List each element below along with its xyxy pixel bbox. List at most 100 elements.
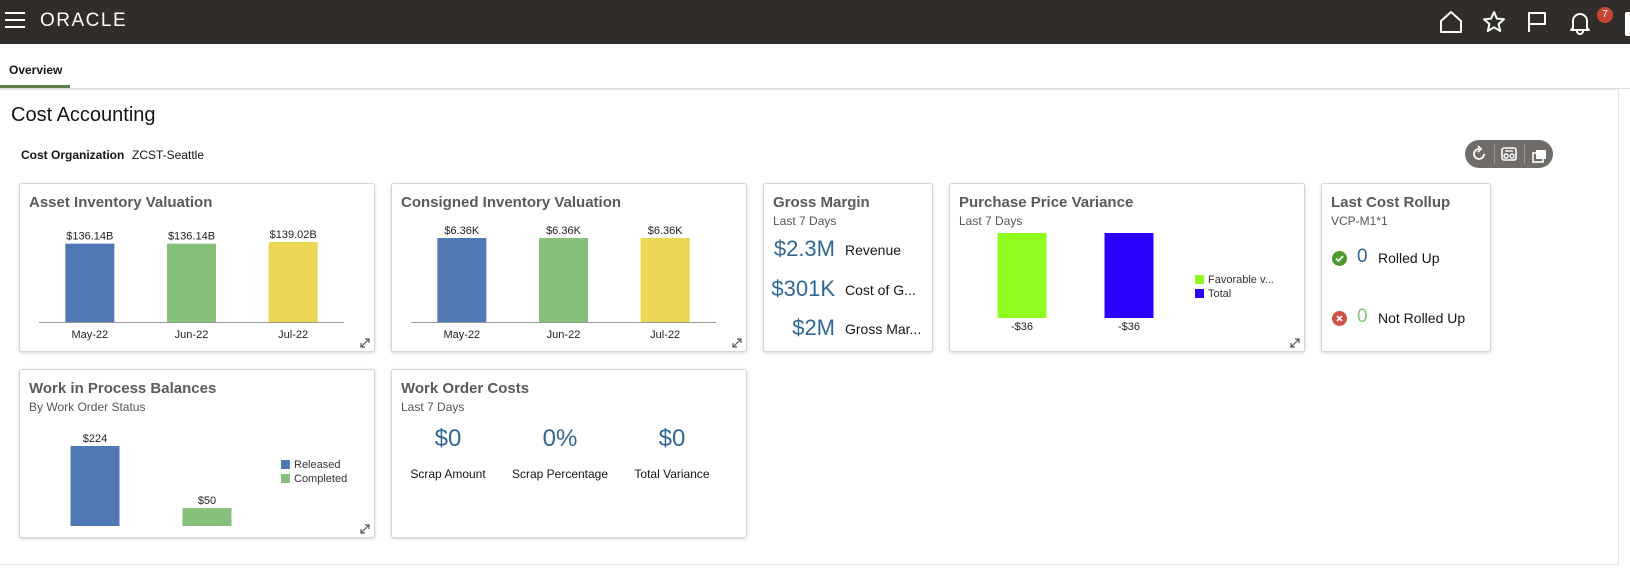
bar (640, 238, 690, 322)
cost-organization-value[interactable]: ZCST-Seattle (132, 148, 205, 162)
bar (539, 238, 588, 322)
copy-icon[interactable] (1527, 142, 1551, 166)
panel-toolbar (1465, 140, 1553, 168)
check-circle-icon (1332, 251, 1347, 266)
data-label: -$36 (1118, 321, 1140, 333)
side-panel-handle[interactable] (1625, 12, 1630, 36)
data-label: $50 (198, 495, 216, 507)
total-variance-value[interactable]: $0 (658, 425, 686, 452)
revenue-label: Revenue (845, 242, 902, 258)
content-panel (0, 89, 1619, 565)
work-order-costs-card[interactable]: Work Order Costs Last 7 Days $0 Scrap Am… (391, 369, 747, 538)
purchase-price-variance-chart: -$36 -$36 (997, 233, 1154, 333)
bar (997, 233, 1047, 318)
bar (437, 238, 487, 322)
data-label: $136.14B (168, 231, 215, 243)
legend-favorable: Favorable v... (1195, 274, 1274, 286)
tab-overview-label[interactable]: Overview (9, 63, 63, 77)
legend-swatch (1195, 275, 1204, 284)
legend-total: Total (1195, 288, 1231, 300)
not-rolled-up-count[interactable]: 0 (1357, 306, 1368, 327)
x-tick-label: May-22 (71, 329, 108, 341)
legend-completed: Completed (281, 473, 347, 485)
gross-margin-value: $2M (792, 315, 835, 340)
scrap-percentage-value[interactable]: 0% (542, 425, 578, 452)
cost-of-goods-label: Cost of G... (845, 282, 916, 298)
expand-icon[interactable] (1289, 336, 1301, 348)
notification-count-badge: 7 (1597, 7, 1613, 23)
consigned-inventory-chart: $6.36K May-22 $6.36K Jun-22 $6.36K Jul-22 (411, 225, 716, 341)
tab-active-indicator (0, 85, 70, 88)
x-tick-label: Jun-22 (547, 329, 581, 341)
legend-label: Total (1208, 288, 1232, 300)
legend-label: Completed (294, 473, 348, 485)
legend-released: Released (281, 459, 340, 471)
scrap-amount-label: Scrap Amount (410, 467, 486, 481)
global-header: ORACLE 7 (0, 0, 1630, 44)
bar (268, 242, 318, 322)
purchase-price-variance-card[interactable]: Purchase Price Variance Last 7 Days -$36… (949, 183, 1305, 352)
scrap-amount-value[interactable]: $0 (434, 425, 462, 452)
menu-icon[interactable] (5, 12, 25, 30)
card-subtitle: Last 7 Days (959, 214, 1023, 228)
bar (65, 243, 115, 322)
data-label: $6.36K (648, 225, 684, 237)
expand-icon[interactable] (359, 522, 371, 534)
bar (182, 508, 232, 526)
work-in-process-chart: $224 $50 (70, 433, 232, 526)
legend-label: Favorable v... (1208, 274, 1274, 286)
total-variance-label: Total Variance (634, 467, 710, 481)
card-title: Last Cost Rollup (1331, 194, 1451, 211)
expand-icon[interactable] (731, 336, 743, 348)
rolled-up-count[interactable]: 0 (1357, 246, 1368, 267)
expand-icon[interactable] (359, 336, 371, 348)
flag-icon[interactable] (1524, 9, 1550, 35)
card-title: Work in Process Balances (29, 380, 217, 397)
bar (1104, 233, 1154, 318)
card-subtitle: Last 7 Days (401, 400, 465, 414)
not-rolled-up-label: Not Rolled Up (1378, 310, 1466, 326)
toolbar-divider (1494, 144, 1495, 164)
consigned-inventory-valuation-card[interactable]: Consigned Inventory Valuation $6.36K May-… (391, 183, 747, 352)
star-icon[interactable] (1481, 9, 1507, 35)
card-subtitle: Last 7 Days (773, 214, 837, 228)
bar (70, 446, 120, 526)
asset-inventory-valuation-card[interactable]: Asset Inventory Valuation $136.14B May-22… (19, 183, 375, 352)
asset-inventory-chart: $136.14B May-22 $136.14B Jun-22 $139.02B Jul-… (39, 229, 344, 341)
legend-swatch (281, 460, 290, 469)
page-title: Cost Accounting (11, 104, 156, 126)
cost-organization-label: Cost Organization (21, 148, 125, 162)
refresh-icon[interactable] (1467, 142, 1491, 166)
revenue-value: $2.3M (773, 236, 835, 261)
oracle-logo[interactable]: ORACLE (40, 10, 128, 31)
last-cost-rollup-card[interactable]: Last Cost Rollup VCP-M1*1 0 Rolled Up 0 … (1321, 183, 1491, 352)
x-tick-label: Jul-22 (650, 329, 680, 341)
card-title: Consigned Inventory Valuation (401, 194, 622, 211)
x-tick-label: Jun-22 (175, 329, 209, 341)
home-icon[interactable] (1438, 9, 1464, 35)
x-tick-label: Jul-22 (278, 329, 308, 341)
card-title: Asset Inventory Valuation (29, 194, 213, 211)
cost-of-goods-value: $301K (771, 276, 835, 301)
card-subtitle: VCP-M1*1 (1331, 214, 1388, 228)
card-subtitle: By Work Order Status (29, 400, 146, 414)
gross-margin-card[interactable]: Gross Margin Last 7 Days $2.3M Revenue $… (763, 183, 933, 352)
work-in-process-balances-card[interactable]: Work in Process Balances By Work Order S… (19, 369, 375, 538)
data-label: $6.36K (546, 225, 582, 237)
x-tick-label: May-22 (443, 329, 480, 341)
data-label: $136.14B (66, 231, 113, 243)
scrap-percentage-label: Scrap Percentage (511, 467, 609, 481)
toolbar-divider (1524, 144, 1525, 164)
data-label: $139.02B (270, 229, 317, 241)
error-circle-icon (1332, 311, 1347, 326)
bell-icon[interactable] (1567, 9, 1593, 35)
settings-icon[interactable] (1497, 142, 1521, 166)
card-title: Purchase Price Variance (959, 194, 1134, 211)
data-label: -$36 (1011, 321, 1033, 333)
tab-bar (0, 44, 1630, 89)
legend-swatch (281, 474, 290, 483)
data-label: $6.36K (444, 225, 480, 237)
bar (167, 243, 216, 322)
rolled-up-label: Rolled Up (1378, 250, 1440, 266)
legend-label: Released (294, 459, 341, 471)
